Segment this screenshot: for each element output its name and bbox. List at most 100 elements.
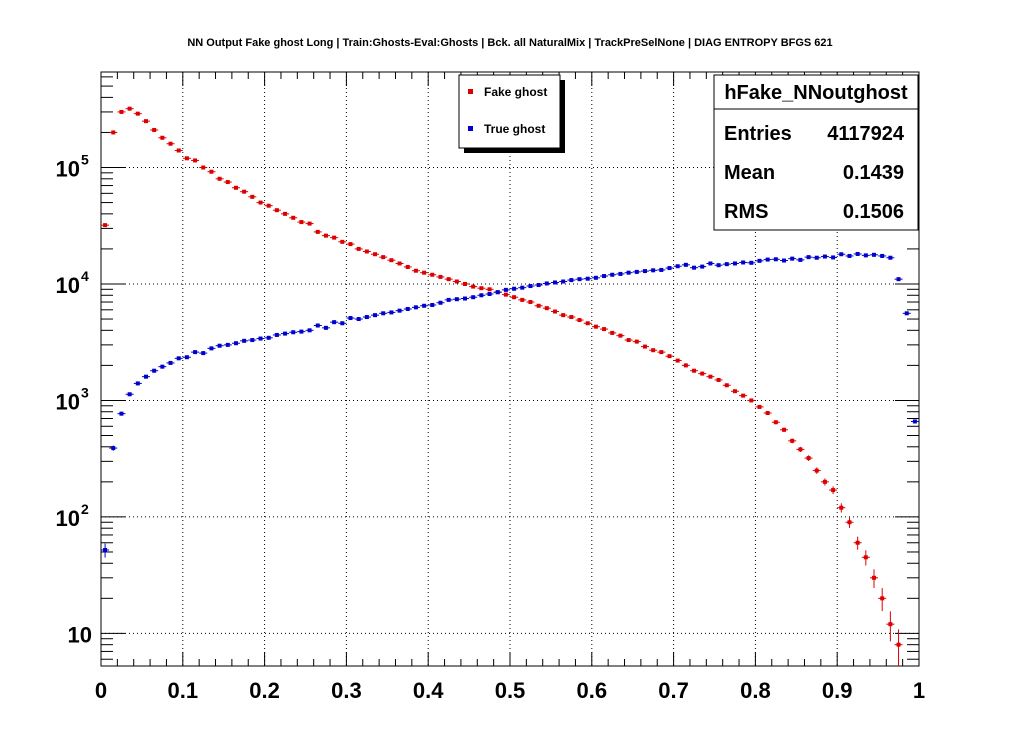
data-point bbox=[798, 447, 803, 452]
data-point bbox=[274, 332, 279, 337]
data-point bbox=[143, 374, 148, 379]
data-point bbox=[463, 296, 468, 301]
data-point bbox=[904, 311, 909, 316]
data-point bbox=[544, 306, 549, 311]
data-point bbox=[520, 297, 525, 302]
data-point bbox=[135, 381, 140, 386]
y-tick-label: 10 bbox=[56, 157, 80, 182]
data-point bbox=[593, 275, 598, 280]
data-point bbox=[430, 302, 435, 307]
data-point bbox=[855, 540, 860, 545]
data-point bbox=[291, 215, 296, 220]
data-point bbox=[888, 622, 893, 627]
data-point bbox=[495, 290, 500, 295]
data-point bbox=[364, 249, 369, 254]
data-point bbox=[888, 255, 893, 260]
legend-marker-fake bbox=[468, 89, 473, 94]
data-point bbox=[438, 274, 443, 279]
data-point bbox=[512, 286, 517, 291]
data-point bbox=[602, 327, 607, 332]
data-point bbox=[479, 293, 484, 298]
x-tick-label: 0.7 bbox=[658, 678, 689, 703]
data-point bbox=[307, 328, 312, 333]
data-point bbox=[814, 255, 819, 260]
data-point bbox=[642, 344, 647, 349]
y-tick-label: 10 bbox=[56, 273, 80, 298]
data-point bbox=[471, 284, 476, 289]
data-point bbox=[487, 292, 492, 297]
data-point bbox=[283, 331, 288, 336]
data-point bbox=[184, 156, 189, 161]
data-point bbox=[847, 253, 852, 258]
data-point bbox=[413, 268, 418, 273]
stats-rms-value: 0.1506 bbox=[843, 201, 904, 223]
data-point bbox=[585, 276, 590, 281]
data-point bbox=[135, 111, 140, 116]
data-point bbox=[708, 374, 713, 379]
data-point bbox=[111, 446, 116, 451]
x-tick-label: 0.8 bbox=[740, 678, 771, 703]
data-point bbox=[872, 575, 877, 580]
legend: Fake ghost True ghost bbox=[458, 74, 565, 153]
data-point bbox=[536, 282, 541, 287]
data-point bbox=[503, 287, 508, 292]
data-point bbox=[692, 368, 697, 373]
data-point bbox=[446, 277, 451, 282]
data-point bbox=[863, 555, 868, 560]
x-tick-label: 1 bbox=[913, 678, 925, 703]
data-point bbox=[119, 411, 124, 416]
data-point bbox=[585, 321, 590, 326]
data-point bbox=[193, 350, 198, 355]
data-point bbox=[847, 520, 852, 525]
data-point bbox=[307, 221, 312, 226]
data-point bbox=[176, 356, 181, 361]
data-point bbox=[193, 158, 198, 163]
data-point bbox=[880, 253, 885, 258]
legend-box bbox=[458, 74, 561, 149]
data-point bbox=[610, 330, 615, 335]
stats-name: hFake_NNoutghost bbox=[724, 82, 908, 104]
legend-marker-true bbox=[468, 126, 473, 131]
data-point bbox=[863, 253, 868, 258]
legend-label-fake: Fake ghost bbox=[484, 85, 547, 99]
data-point bbox=[528, 284, 533, 289]
data-point bbox=[103, 547, 108, 552]
data-point bbox=[602, 274, 607, 279]
y-tick-label: 10 bbox=[56, 506, 80, 531]
data-point bbox=[250, 338, 255, 343]
data-point bbox=[839, 505, 844, 510]
data-point bbox=[503, 292, 508, 297]
data-point bbox=[127, 392, 132, 397]
data-point bbox=[626, 270, 631, 275]
data-point bbox=[438, 300, 443, 305]
data-point bbox=[405, 306, 410, 311]
data-point bbox=[839, 252, 844, 257]
data-point bbox=[700, 371, 705, 376]
data-point bbox=[364, 315, 369, 320]
data-point bbox=[299, 329, 304, 334]
y-tick-exponent: 4 bbox=[81, 268, 89, 284]
data-point bbox=[127, 106, 132, 111]
x-tick-label: 0.2 bbox=[249, 678, 280, 703]
data-point bbox=[561, 279, 566, 284]
y-tick-exponent: 5 bbox=[81, 152, 89, 168]
data-point bbox=[667, 266, 672, 271]
data-point bbox=[675, 358, 680, 363]
data-point bbox=[659, 350, 664, 355]
data-point bbox=[569, 315, 574, 320]
data-point bbox=[806, 456, 811, 461]
data-point bbox=[160, 135, 165, 140]
data-point bbox=[806, 255, 811, 260]
data-point bbox=[413, 305, 418, 310]
data-point bbox=[356, 246, 361, 251]
data-point bbox=[708, 261, 713, 266]
data-point bbox=[822, 479, 827, 484]
data-point bbox=[487, 287, 492, 292]
data-point bbox=[659, 267, 664, 272]
data-point bbox=[552, 309, 557, 314]
data-point bbox=[299, 220, 304, 225]
axis-ticks bbox=[100, 72, 920, 666]
data-point bbox=[373, 252, 378, 257]
data-point bbox=[201, 165, 206, 170]
data-point bbox=[323, 325, 328, 330]
